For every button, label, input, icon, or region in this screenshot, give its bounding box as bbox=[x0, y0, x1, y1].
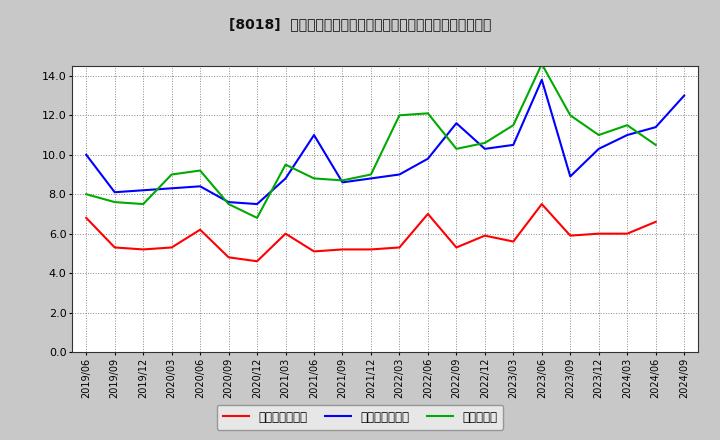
在庫回転率 bbox=[139, 202, 148, 207]
Line: 売上債権回転率: 売上債権回転率 bbox=[86, 204, 656, 261]
在庫回転率 bbox=[395, 113, 404, 118]
売上債権回転率 bbox=[537, 202, 546, 207]
売上債権回転率 bbox=[623, 231, 631, 236]
買入債務回転率 bbox=[282, 176, 290, 181]
買入債務回転率 bbox=[423, 156, 432, 161]
買入債務回転率 bbox=[623, 132, 631, 138]
売上債権回転率 bbox=[452, 245, 461, 250]
買入債務回転率 bbox=[225, 199, 233, 205]
買入債務回転率 bbox=[680, 93, 688, 98]
売上債権回転率 bbox=[225, 255, 233, 260]
売上債権回転率 bbox=[566, 233, 575, 238]
在庫回転率 bbox=[282, 162, 290, 167]
買入債務回転率 bbox=[167, 186, 176, 191]
売上債権回転率 bbox=[366, 247, 375, 252]
買入債務回転率 bbox=[253, 202, 261, 207]
買入債務回転率 bbox=[652, 125, 660, 130]
在庫回転率 bbox=[366, 172, 375, 177]
在庫回転率 bbox=[110, 199, 119, 205]
買入債務回転率 bbox=[139, 187, 148, 193]
売上債権回転率 bbox=[310, 249, 318, 254]
売上債権回転率 bbox=[139, 247, 148, 252]
売上債権回転率 bbox=[480, 233, 489, 238]
買入債務回転率 bbox=[395, 172, 404, 177]
売上債権回転率 bbox=[338, 247, 347, 252]
売上債権回転率 bbox=[110, 245, 119, 250]
在庫回転率 bbox=[196, 168, 204, 173]
買入債務回転率 bbox=[509, 142, 518, 147]
売上債権回転率 bbox=[82, 215, 91, 220]
売上債権回転率 bbox=[509, 239, 518, 244]
在庫回転率 bbox=[623, 122, 631, 128]
買入債務回転率 bbox=[82, 152, 91, 158]
在庫回転率 bbox=[595, 132, 603, 138]
売上債権回転率 bbox=[253, 259, 261, 264]
在庫回転率 bbox=[452, 146, 461, 151]
買入債務回転率 bbox=[338, 180, 347, 185]
在庫回転率 bbox=[480, 140, 489, 146]
売上債権回転率 bbox=[282, 231, 290, 236]
Text: [8018]  売上債権回転率、買入債務回転率、在庫回転率の推移: [8018] 売上債権回転率、買入債務回転率、在庫回転率の推移 bbox=[229, 18, 491, 32]
Legend: 売上債権回転率, 買入債務回転率, 在庫回転率: 売上債権回転率, 買入債務回転率, 在庫回転率 bbox=[217, 405, 503, 430]
売上債権回転率 bbox=[167, 245, 176, 250]
買入債務回転率 bbox=[480, 146, 489, 151]
売上債権回転率 bbox=[423, 211, 432, 216]
売上債権回転率 bbox=[595, 231, 603, 236]
売上債権回転率 bbox=[652, 219, 660, 224]
買入債務回転率 bbox=[452, 121, 461, 126]
在庫回転率 bbox=[509, 122, 518, 128]
買入債務回転率 bbox=[566, 174, 575, 179]
買入債務回転率 bbox=[310, 132, 318, 138]
在庫回転率 bbox=[167, 172, 176, 177]
在庫回転率 bbox=[338, 178, 347, 183]
買入債務回転率 bbox=[595, 146, 603, 151]
在庫回転率 bbox=[566, 113, 575, 118]
在庫回転率 bbox=[253, 215, 261, 220]
Line: 買入債務回転率: 買入債務回転率 bbox=[86, 80, 684, 204]
在庫回転率 bbox=[82, 191, 91, 197]
買入債務回転率 bbox=[196, 183, 204, 189]
売上債権回転率 bbox=[395, 245, 404, 250]
在庫回転率 bbox=[423, 111, 432, 116]
売上債権回転率 bbox=[196, 227, 204, 232]
買入債務回転率 bbox=[366, 176, 375, 181]
Line: 在庫回転率: 在庫回転率 bbox=[86, 64, 656, 218]
在庫回転率 bbox=[652, 142, 660, 147]
在庫回転率 bbox=[537, 62, 546, 67]
在庫回転率 bbox=[310, 176, 318, 181]
買入債務回転率 bbox=[110, 190, 119, 195]
買入債務回転率 bbox=[537, 77, 546, 82]
在庫回転率 bbox=[225, 202, 233, 207]
